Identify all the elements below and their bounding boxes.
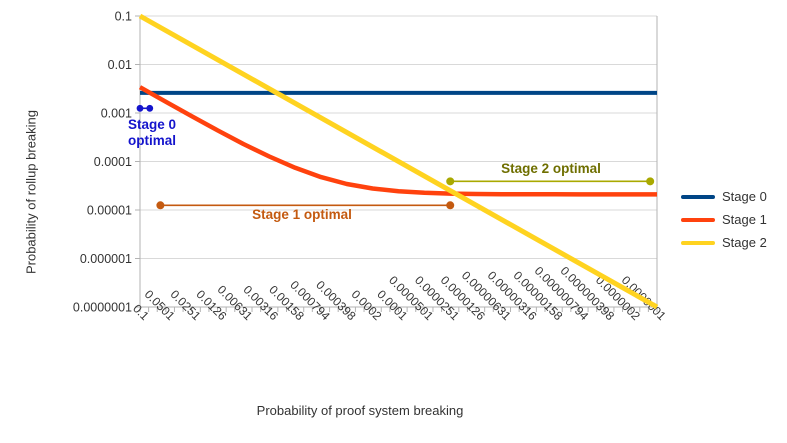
annotation-stage-0-optimal-label: Stage 0 optimal: [127, 117, 177, 148]
legend-item-stage-2: Stage 2: [681, 235, 767, 250]
annotation-stage-2-optimal-label: Stage 2 optimal: [501, 161, 601, 176]
legend: Stage 0 Stage 1 Stage 2: [681, 189, 767, 250]
legend-swatch-icon: [681, 194, 715, 199]
legend-label: Stage 1: [722, 212, 767, 227]
series-stage-1: [138, 85, 657, 197]
y-tick-label: 0.1: [115, 10, 132, 24]
y-tick-label: 0.00001: [87, 204, 132, 218]
y-tick-label: 0.01: [108, 58, 132, 72]
annotation-dot: [156, 201, 165, 210]
annotation-dot: [646, 177, 655, 186]
x-tick-label: 0.1: [130, 301, 152, 323]
legend-swatch-icon: [681, 240, 715, 245]
annotation-dot: [446, 201, 455, 210]
legend-label: Stage 0: [722, 189, 767, 204]
annotation-dot: [136, 104, 144, 112]
legend-swatch-icon: [681, 217, 715, 222]
legend-label: Stage 2: [722, 235, 767, 250]
annotation-stage-1-optimal-label: Stage 1 optimal: [252, 207, 352, 222]
y-tick-label: 0.000001: [80, 252, 132, 266]
y-axis-title: Probability of rollup breaking: [23, 109, 39, 275]
y-tick-label: 0.0000001: [73, 301, 132, 315]
legend-item-stage-0: Stage 0: [681, 189, 767, 204]
series-stage-2: [138, 13, 659, 310]
annotation-dot: [146, 104, 154, 112]
y-tick-label: 0.0001: [94, 155, 132, 169]
x-axis-title: Probability of proof system breaking: [256, 403, 464, 418]
y-tick-label: 0.001: [101, 107, 132, 121]
annotation-dot: [446, 177, 455, 186]
legend-item-stage-1: Stage 1: [681, 212, 767, 227]
